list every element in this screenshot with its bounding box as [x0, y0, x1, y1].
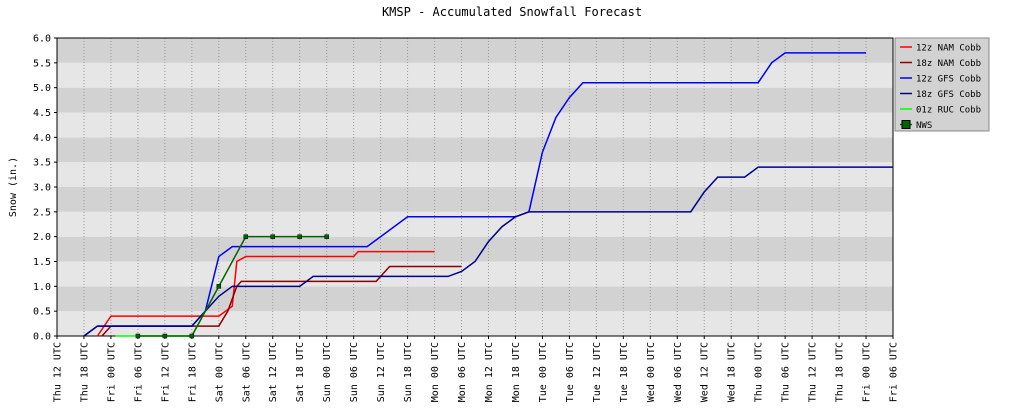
x-tick-label: Fri 00 UTC [862, 342, 873, 402]
y-tick-label: 4.0 [33, 133, 51, 144]
x-tick-label: Thu 18 UTC [835, 342, 846, 402]
legend-label: 01z RUC Cobb [916, 106, 981, 116]
grid-band [57, 87, 893, 113]
data-point [297, 234, 302, 239]
x-tick-label: Wed 18 UTC [727, 342, 738, 402]
y-tick-label: 2.0 [33, 232, 51, 243]
grid-band [57, 62, 893, 88]
x-tick-label: Thu 18 UTC [79, 342, 90, 402]
x-tick-label: Sat 06 UTC [241, 342, 252, 402]
legend-box [894, 37, 990, 132]
x-tick-label: Fri 06 UTC [889, 342, 900, 402]
data-point [162, 333, 168, 339]
y-tick-label: 0.0 [33, 332, 51, 343]
plot-frame [56, 37, 894, 337]
x-tick-label: Sun 06 UTC [349, 342, 360, 402]
data-point [270, 234, 275, 239]
x-tick-label: Sun 18 UTC [403, 342, 414, 402]
x-tick-label: Tue 18 UTC [619, 342, 630, 402]
x-tick-label: Thu 12 UTC [808, 342, 819, 402]
x-tick-label: Mon 00 UTC [430, 342, 441, 402]
y-tick-label: 1.0 [33, 282, 51, 293]
x-tick-label: Thu 06 UTC [781, 342, 792, 402]
grid-band [57, 261, 893, 287]
x-tick-label: Sun 12 UTC [376, 342, 387, 402]
x-tick-label: Mon 06 UTC [457, 342, 468, 402]
x-tick-label: Sat 18 UTC [295, 342, 306, 402]
y-tick-label: 4.5 [33, 108, 51, 119]
x-tick-label: Sat 00 UTC [214, 342, 225, 402]
x-tick-label: Wed 12 UTC [700, 342, 711, 402]
x-tick-label: Fri 06 UTC [133, 342, 144, 402]
data-point [135, 333, 141, 339]
y-tick-label: 5.5 [33, 58, 51, 69]
x-tick-label: Wed 06 UTC [673, 342, 684, 402]
legend-marker [901, 120, 911, 129]
chart-title: KMSP - Accumulated Snowfall Forecast [382, 5, 642, 19]
series-line [96, 250, 435, 337]
x-tick-label: Mon 18 UTC [511, 342, 522, 402]
y-tick-label: 3.0 [33, 183, 51, 194]
grid-band [57, 286, 893, 312]
data-point [189, 333, 195, 339]
y-tick-label: 0.5 [33, 307, 51, 318]
x-tick-label: Tue 06 UTC [565, 342, 576, 402]
x-tick-label: Fri 00 UTC [106, 342, 117, 402]
data-point [324, 234, 329, 239]
grid-band [57, 137, 893, 163]
legend-label: 18z NAM Cobb [916, 59, 981, 69]
grid-band [57, 38, 893, 63]
legend-label: 12z NAM Cobb [916, 44, 981, 54]
series-line [83, 166, 893, 337]
legend-label: 12z GFS Cobb [916, 75, 981, 85]
x-tick-label: Wed 00 UTC [646, 342, 657, 402]
grid-band [57, 236, 893, 262]
x-tick-label: Mon 12 UTC [484, 342, 495, 402]
y-tick-label: 1.5 [33, 257, 51, 268]
y-tick-label: 3.5 [33, 158, 51, 169]
x-tick-label: Tue 00 UTC [538, 342, 549, 402]
legend-label: 18z GFS Cobb [916, 90, 981, 100]
x-tick-label: Sun 00 UTC [322, 342, 333, 402]
grid-band [57, 211, 893, 237]
x-tick-label: Thu 00 UTC [754, 342, 765, 402]
y-tick-label: 5.0 [33, 83, 51, 94]
x-tick-label: Thu 12 UTC [53, 342, 64, 402]
y-tick-label: 6.0 [33, 34, 51, 45]
y-axis-label: Snow (in.) [8, 157, 19, 217]
grid-band [57, 112, 893, 138]
x-tick-label: Sat 12 UTC [268, 342, 279, 402]
grid-band [57, 311, 893, 336]
grid-band [57, 162, 893, 187]
grid-band [57, 187, 893, 212]
x-tick-label: Fri 12 UTC [160, 342, 171, 402]
y-tick-label: 2.5 [33, 207, 51, 218]
series-line [137, 235, 327, 337]
x-tick-label: Tue 12 UTC [592, 342, 603, 402]
data-point [216, 284, 222, 289]
legend-label: NWS [916, 121, 932, 131]
x-tick-label: Fri 18 UTC [187, 342, 198, 402]
data-point [243, 234, 249, 239]
